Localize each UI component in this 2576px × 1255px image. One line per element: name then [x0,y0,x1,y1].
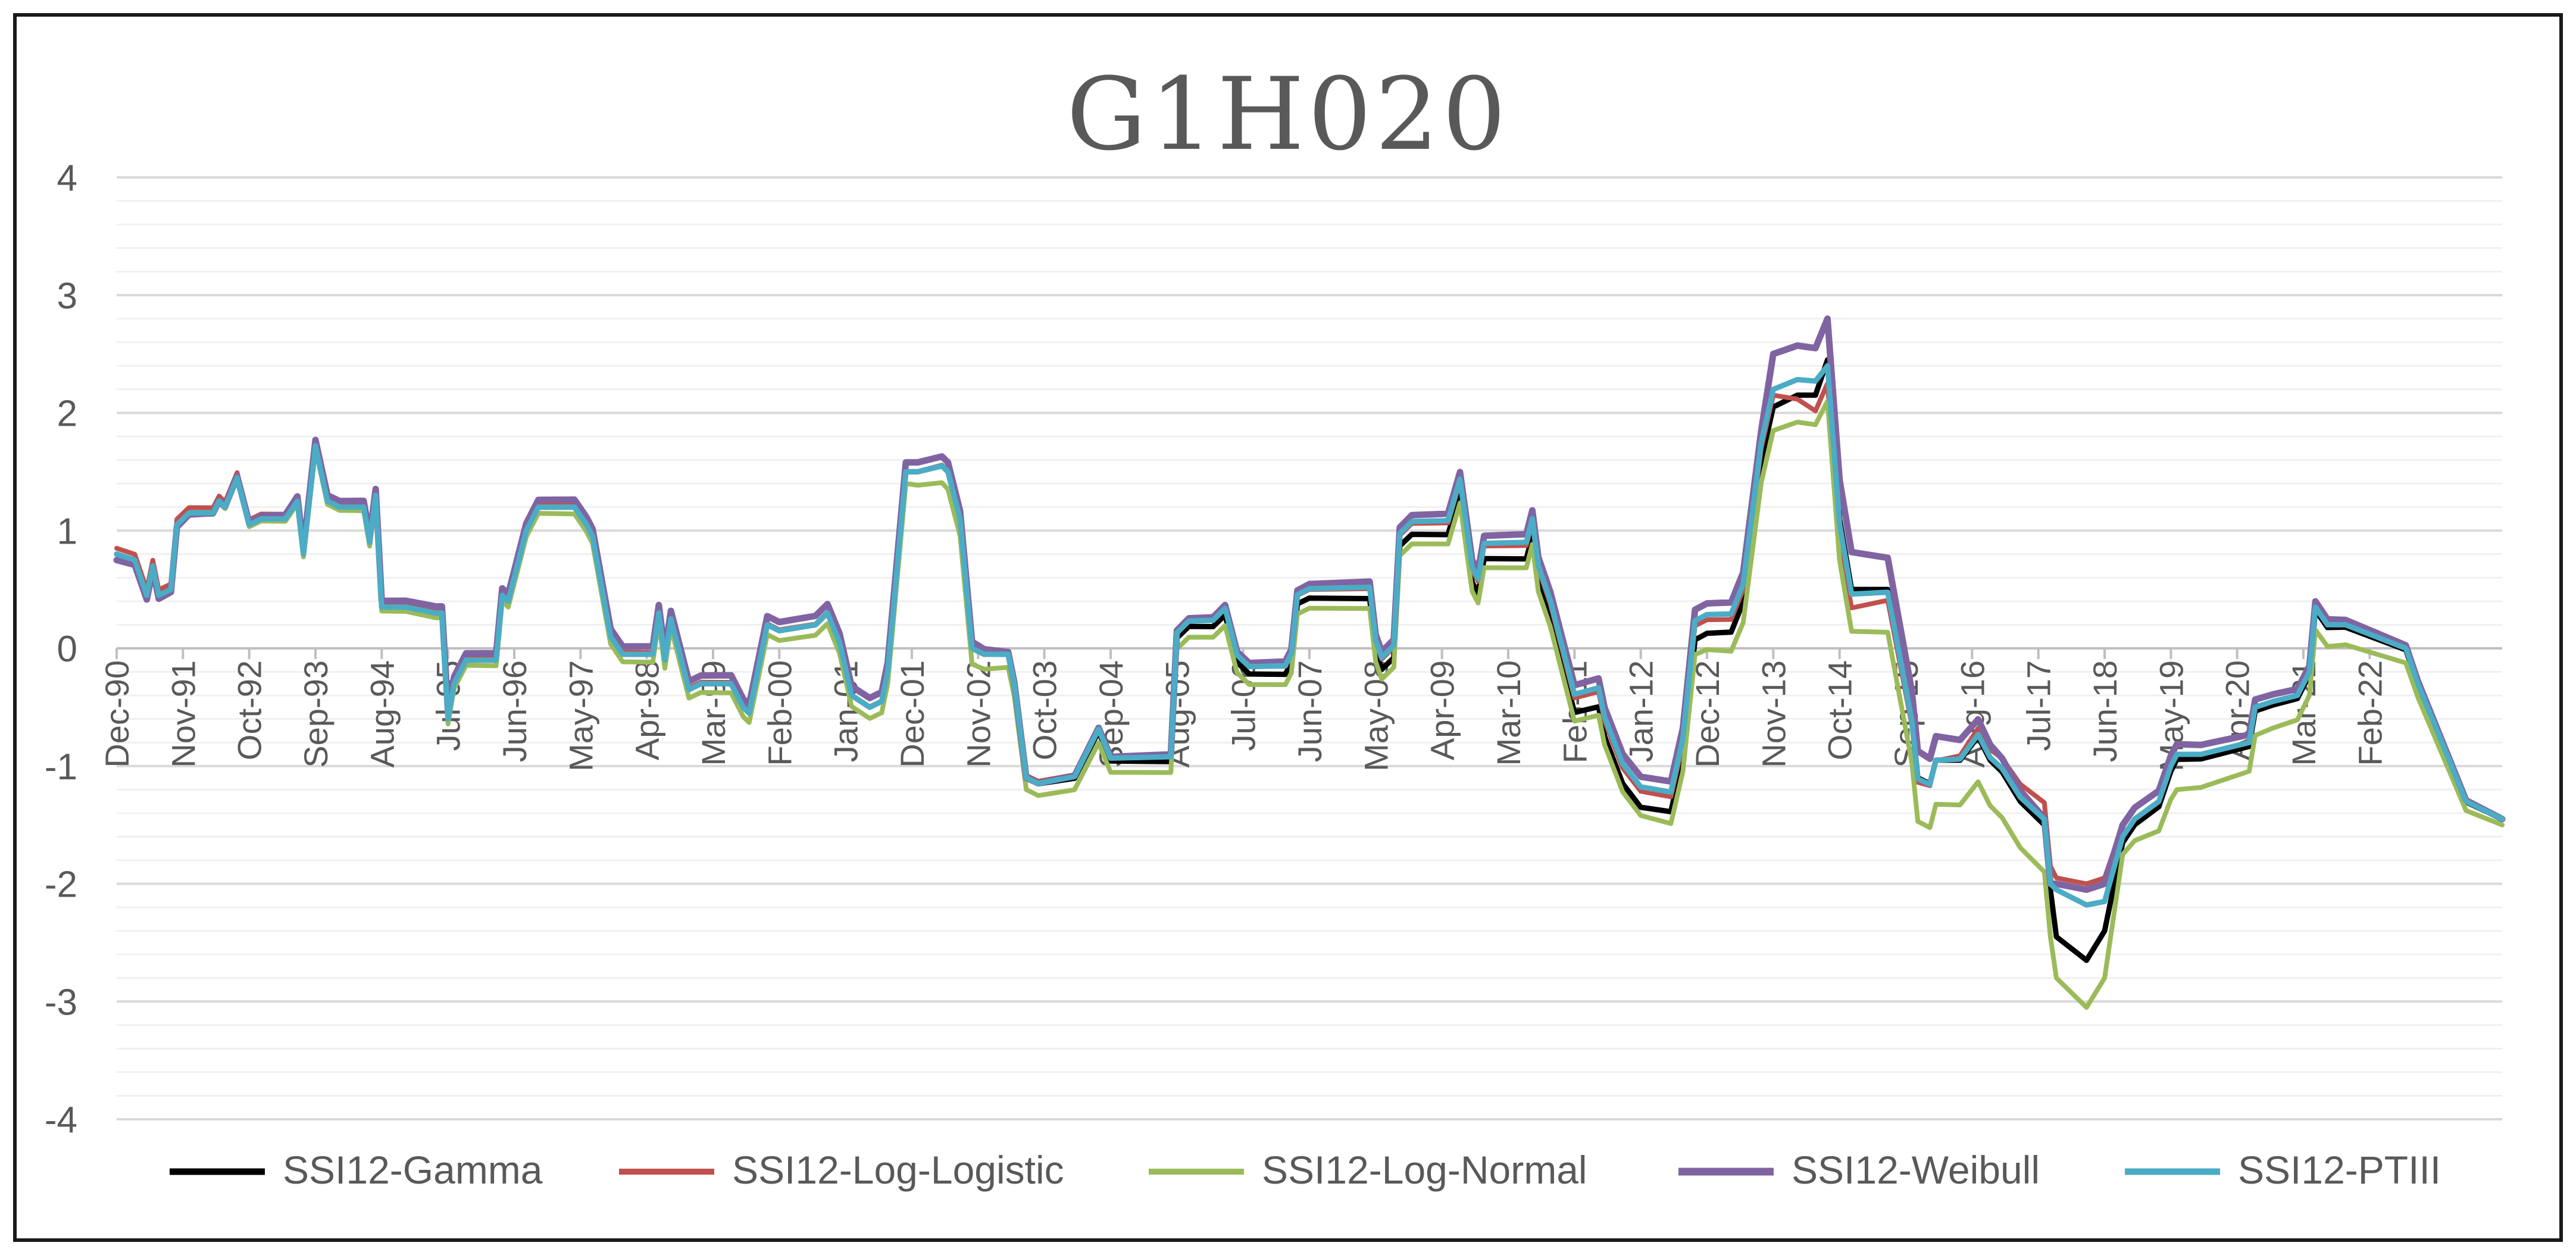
x-tick-label: Apr-09 [1424,660,1461,760]
x-tick-label: May-08 [1357,660,1395,772]
x-tick-label: Oct-92 [231,660,268,760]
x-tick-label: Jun-96 [496,660,533,762]
legend-label: SSI12-Log-Normal [1262,1148,1587,1192]
series-lines [113,315,2506,1010]
x-tick-label: Feb-22 [2351,660,2389,766]
series-line-ssi12-ptiii [114,363,2505,908]
x-tick-label: Aug-94 [363,660,401,768]
x-tick-label: Nov-13 [1755,660,1792,768]
legend-label: SSI12-PTIII [2238,1148,2441,1192]
legend-label: SSI12-Log-Logistic [732,1148,1064,1192]
y-tick-label: 3 [57,276,77,317]
x-tick-label: Sep-93 [297,660,334,768]
series-line-ssi12-log-normal [114,398,2505,1010]
x-tick-label: Jul-17 [2020,660,2058,751]
x-axis-tick-labels: Dec-90 Nov-91 Oct-92 Sep-93 Aug-94 Jul-95 Jun-… [98,648,2389,772]
x-tick-label: Jun-07 [1291,660,1328,762]
x-tick-label: Oct-03 [1026,660,1064,760]
y-tick-label: -1 [45,747,77,788]
y-axis-tick-labels: 4 3 2 1 0 -1 -2 -3 -4 [45,158,77,1141]
chart-title: G1H020 [1067,56,1509,173]
x-tick-label: Nov-91 [164,660,202,768]
x-tick-label: Apr-98 [629,660,666,760]
y-tick-label: 0 [57,629,77,670]
x-tick-label: Jun-18 [2086,660,2124,762]
y-tick-label: 2 [57,394,77,435]
legend-label: SSI12-Gamma [283,1148,543,1192]
legend-label: SSI12-Weibull [1792,1148,2040,1192]
x-tick-label: Dec-90 [98,660,136,768]
y-tick-label: -3 [45,982,77,1023]
x-tick-label: Nov-02 [959,660,997,768]
series-line-ssi12-weibull [113,315,2506,893]
legend: SSI12-Gamma SSI12-Log-Logistic SSI12-Log-N… [170,1148,2441,1192]
x-tick-label: Jan-12 [1622,660,1660,762]
y-tick-label: 1 [57,511,77,552]
x-tick-label: Dec-01 [893,660,931,768]
x-tick-label: Oct-14 [1821,660,1859,760]
y-tick-label: -2 [45,864,77,906]
y-tick-label: -4 [45,1100,77,1141]
y-tick-label: 4 [57,158,77,199]
x-tick-label: Feb-00 [761,660,798,766]
x-tick-label: Mar-10 [1490,660,1527,766]
major-gridlines [117,176,2502,1120]
x-tick-label: May-97 [562,660,599,772]
chart-frame [13,13,2563,1242]
